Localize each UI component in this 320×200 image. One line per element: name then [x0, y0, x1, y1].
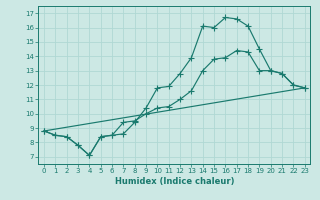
X-axis label: Humidex (Indice chaleur): Humidex (Indice chaleur): [115, 177, 234, 186]
